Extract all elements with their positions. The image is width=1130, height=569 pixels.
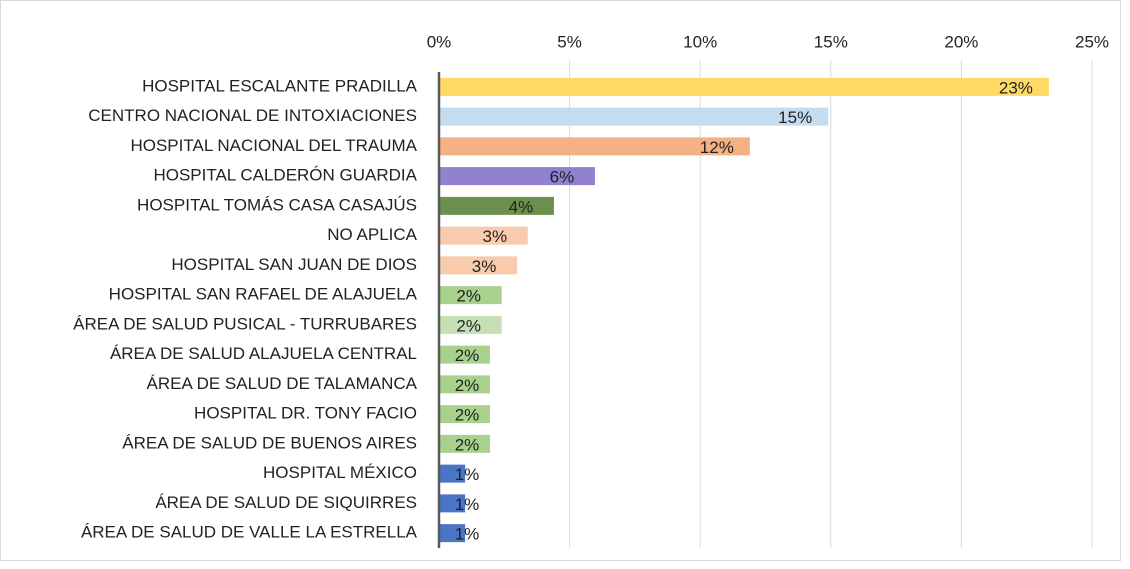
bar bbox=[439, 464, 466, 483]
data-label: 6% bbox=[550, 168, 575, 187]
bar bbox=[439, 167, 595, 186]
data-label: 2% bbox=[456, 287, 481, 306]
bar bbox=[439, 315, 502, 334]
y-tick-label: ÁREA DE SALUD PUSICAL - TURRUBARES bbox=[73, 314, 417, 333]
y-tick-label: HOSPITAL DR. TONY FACIO bbox=[194, 404, 417, 423]
x-tick-label: 20% bbox=[944, 32, 978, 51]
bar bbox=[439, 226, 528, 245]
bar bbox=[439, 107, 829, 126]
data-label: 1% bbox=[455, 495, 480, 514]
y-tick-label: HOSPITAL MÉXICO bbox=[263, 463, 417, 482]
data-label: 2% bbox=[455, 376, 480, 395]
data-label: 1% bbox=[455, 465, 480, 484]
x-tick-label: 25% bbox=[1075, 32, 1109, 51]
bar bbox=[439, 286, 502, 305]
y-tick-label: ÁREA DE SALUD ALAJUELA CENTRAL bbox=[110, 344, 417, 363]
y-tick-label: HOSPITAL SAN RAFAEL DE ALAJUELA bbox=[109, 285, 418, 304]
data-label: 23% bbox=[999, 78, 1033, 97]
bar bbox=[439, 256, 518, 275]
data-label: 2% bbox=[455, 346, 480, 365]
y-tick-label: HOSPITAL ESCALANTE PRADILLA bbox=[142, 76, 418, 95]
data-label: 12% bbox=[700, 138, 734, 157]
bar bbox=[439, 375, 490, 394]
data-label: 3% bbox=[483, 227, 508, 246]
y-tick-label: ÁREA DE SALUD DE BUENOS AIRES bbox=[122, 433, 417, 452]
data-label: 3% bbox=[472, 257, 497, 276]
data-label: 2% bbox=[455, 435, 480, 454]
bar bbox=[439, 405, 490, 424]
bar bbox=[439, 137, 750, 156]
x-tick-label: 5% bbox=[557, 32, 582, 51]
data-label: 15% bbox=[778, 108, 812, 127]
bar bbox=[439, 524, 466, 543]
x-tick-label: 15% bbox=[814, 32, 848, 51]
y-tick-label: ÁREA DE SALUD DE TALAMANCA bbox=[146, 374, 417, 393]
data-label: 1% bbox=[455, 525, 480, 544]
bar bbox=[439, 434, 490, 453]
bar bbox=[439, 77, 1049, 96]
x-tick-label: 10% bbox=[683, 32, 717, 51]
data-label: 2% bbox=[455, 406, 480, 425]
bar bbox=[439, 345, 490, 364]
bar bbox=[439, 196, 554, 215]
data-label: 4% bbox=[509, 197, 534, 216]
y-tick-label: ÁREA DE SALUD DE VALLE LA ESTRELLA bbox=[81, 523, 418, 542]
y-tick-label: NO APLICA bbox=[327, 225, 417, 244]
y-tick-label: HOSPITAL CALDERÓN GUARDIA bbox=[153, 166, 417, 185]
y-tick-label: ÁREA DE SALUD DE SIQUIRRES bbox=[155, 493, 417, 512]
y-tick-label: HOSPITAL TOMÁS CASA CASAJÚS bbox=[137, 195, 417, 214]
data-label: 2% bbox=[456, 316, 481, 335]
y-tick-label: CENTRO NACIONAL DE INTOXIACIONES bbox=[88, 106, 417, 125]
bar bbox=[439, 494, 466, 513]
y-tick-label: HOSPITAL NACIONAL DEL TRAUMA bbox=[130, 136, 417, 155]
y-tick-label: HOSPITAL SAN JUAN DE DIOS bbox=[171, 255, 417, 274]
x-tick-label: 0% bbox=[427, 32, 452, 51]
